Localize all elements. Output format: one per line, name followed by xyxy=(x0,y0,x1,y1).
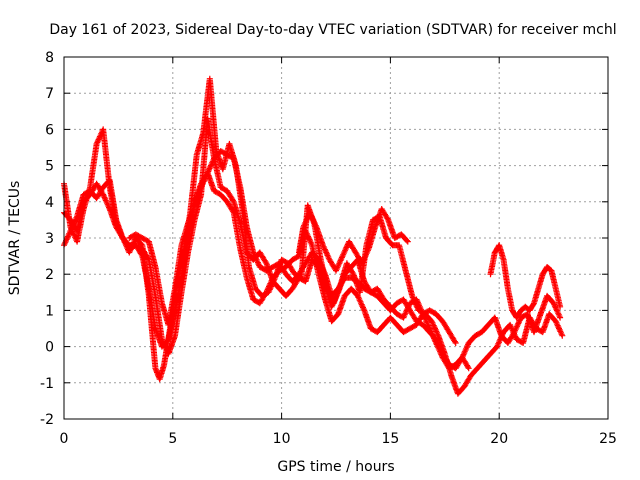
y-tick-label: 7 xyxy=(45,86,54,102)
y-tick-label: 3 xyxy=(45,231,54,247)
series-markers xyxy=(296,206,411,274)
x-tick-label: 5 xyxy=(168,431,177,447)
x-tick-label: 20 xyxy=(490,431,508,447)
plot-frame xyxy=(63,56,609,420)
tick-labels: 0 5 10 15 20 25 -2 -1 0 1 2 3 4 5 6 7 8 xyxy=(40,50,617,447)
y-tick-label: 1 xyxy=(45,303,54,319)
x-axis-label: GPS time / hours xyxy=(277,459,394,475)
y-tick-label: 6 xyxy=(45,122,54,138)
y-tick-label: 0 xyxy=(45,340,54,356)
y-tick-label: -1 xyxy=(40,376,54,392)
series-trace-6 xyxy=(296,206,411,274)
x-tick-label: 10 xyxy=(273,431,291,447)
y-tick-label: 4 xyxy=(45,195,54,211)
y-tick-label: 8 xyxy=(45,50,54,66)
y-tick-label: 2 xyxy=(45,267,54,283)
x-tick-label: 25 xyxy=(599,431,617,447)
y-axis-label: SDTVAR / TECUs xyxy=(7,181,23,296)
chart-title: Day 161 of 2023, Sidereal Day-to-day VTE… xyxy=(49,22,616,38)
y-tick-label: -2 xyxy=(40,412,54,428)
series-trace-5 xyxy=(487,242,564,321)
x-tick-label: 0 xyxy=(60,431,69,447)
x-tick-label: 15 xyxy=(381,431,399,447)
y-tick-label: 5 xyxy=(45,159,54,175)
series-markers xyxy=(487,242,564,321)
